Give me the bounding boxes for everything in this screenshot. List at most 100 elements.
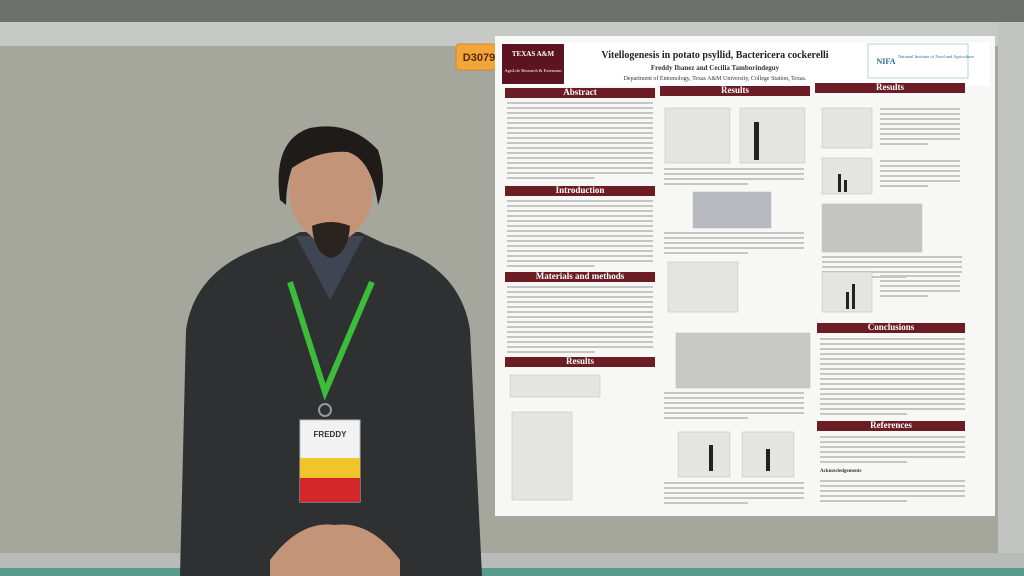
section-bar xyxy=(505,272,655,282)
text-line xyxy=(820,495,965,497)
text-line xyxy=(507,245,653,247)
text-line xyxy=(820,353,965,355)
text-line xyxy=(664,482,804,484)
section-bar xyxy=(817,323,965,333)
text-line xyxy=(507,291,653,293)
lanyard xyxy=(287,280,375,401)
section-bar xyxy=(817,421,965,431)
section-bar xyxy=(815,83,965,93)
beard xyxy=(312,222,350,258)
badge-clip xyxy=(318,403,332,417)
text-line xyxy=(507,172,653,174)
text-line xyxy=(880,108,960,110)
logo-left-text: TEXAS A&M xyxy=(512,50,555,58)
section-bar xyxy=(505,357,655,367)
text-line xyxy=(507,235,653,237)
text-line xyxy=(664,402,804,404)
poster-figures xyxy=(509,107,923,501)
section-header: Introduction xyxy=(556,185,605,195)
text-line xyxy=(880,128,960,130)
text-line xyxy=(880,280,960,282)
text-line xyxy=(507,306,653,308)
poster-title: Vitellogenesis in potato psyllid, Bacter… xyxy=(601,50,828,61)
text-line xyxy=(507,122,653,124)
text-line xyxy=(822,266,962,268)
text-line xyxy=(507,286,653,288)
text-line xyxy=(507,127,653,129)
text-line xyxy=(507,255,653,257)
acknowledgements: Acknowledgements xyxy=(820,469,861,474)
text-line xyxy=(507,351,595,353)
text-line xyxy=(880,275,960,277)
text-line xyxy=(880,133,960,135)
poster-affiliation: Department of Entomology, Texas A&M Univ… xyxy=(624,75,807,82)
hands xyxy=(270,524,400,576)
text-line xyxy=(507,296,653,298)
text-line xyxy=(507,147,653,149)
text-line xyxy=(820,363,965,365)
text-line xyxy=(880,295,928,297)
text-line xyxy=(507,336,653,338)
text-line xyxy=(664,173,804,175)
figure-bars xyxy=(709,122,855,471)
text-line xyxy=(507,167,653,169)
text-line xyxy=(507,326,653,328)
text-line xyxy=(664,487,804,489)
text-line xyxy=(880,185,928,187)
text-line xyxy=(820,480,965,482)
text-line xyxy=(820,378,965,380)
poster-text-lines xyxy=(507,102,965,504)
section-header: Results xyxy=(566,356,594,366)
collar xyxy=(296,236,364,300)
section-header: References xyxy=(870,420,912,430)
text-line xyxy=(820,500,907,502)
text-line xyxy=(507,107,653,109)
text-line xyxy=(507,200,653,202)
text-line xyxy=(507,142,653,144)
section-bar xyxy=(660,86,810,96)
text-line xyxy=(507,112,653,114)
text-line xyxy=(880,165,960,167)
logo-right-text: NIFA xyxy=(877,57,896,66)
text-line xyxy=(664,407,804,409)
text-line xyxy=(664,412,804,414)
section-header: Materials and methods xyxy=(536,271,625,281)
frame-right xyxy=(998,22,1024,576)
text-line xyxy=(880,180,960,182)
text-line xyxy=(820,436,965,438)
text-line xyxy=(664,247,804,249)
text-line xyxy=(507,205,653,207)
text-line xyxy=(822,256,962,258)
text-line xyxy=(664,417,748,419)
logo-right xyxy=(867,43,969,79)
text-line xyxy=(664,168,804,170)
text-line xyxy=(507,346,653,348)
hair xyxy=(278,126,383,205)
text-line xyxy=(664,242,804,244)
text-line xyxy=(664,232,804,234)
text-line xyxy=(664,492,804,494)
text-line xyxy=(507,210,653,212)
text-line xyxy=(880,123,960,125)
text-line xyxy=(507,117,653,119)
floor-strip xyxy=(0,568,1024,576)
text-line xyxy=(507,152,653,154)
text-line xyxy=(822,271,962,273)
text-line xyxy=(820,490,965,492)
text-line xyxy=(507,137,653,139)
text-line xyxy=(820,403,965,405)
badge-name: FREDDY xyxy=(314,430,348,439)
text-line xyxy=(664,392,804,394)
text-line xyxy=(820,485,965,487)
sweater xyxy=(180,232,482,576)
text-line xyxy=(664,183,748,185)
text-line xyxy=(820,368,965,370)
text-line xyxy=(820,398,965,400)
section-header: Results xyxy=(721,85,749,95)
text-line xyxy=(820,446,965,448)
text-line xyxy=(507,162,653,164)
text-line xyxy=(820,408,965,410)
text-line xyxy=(507,321,653,323)
